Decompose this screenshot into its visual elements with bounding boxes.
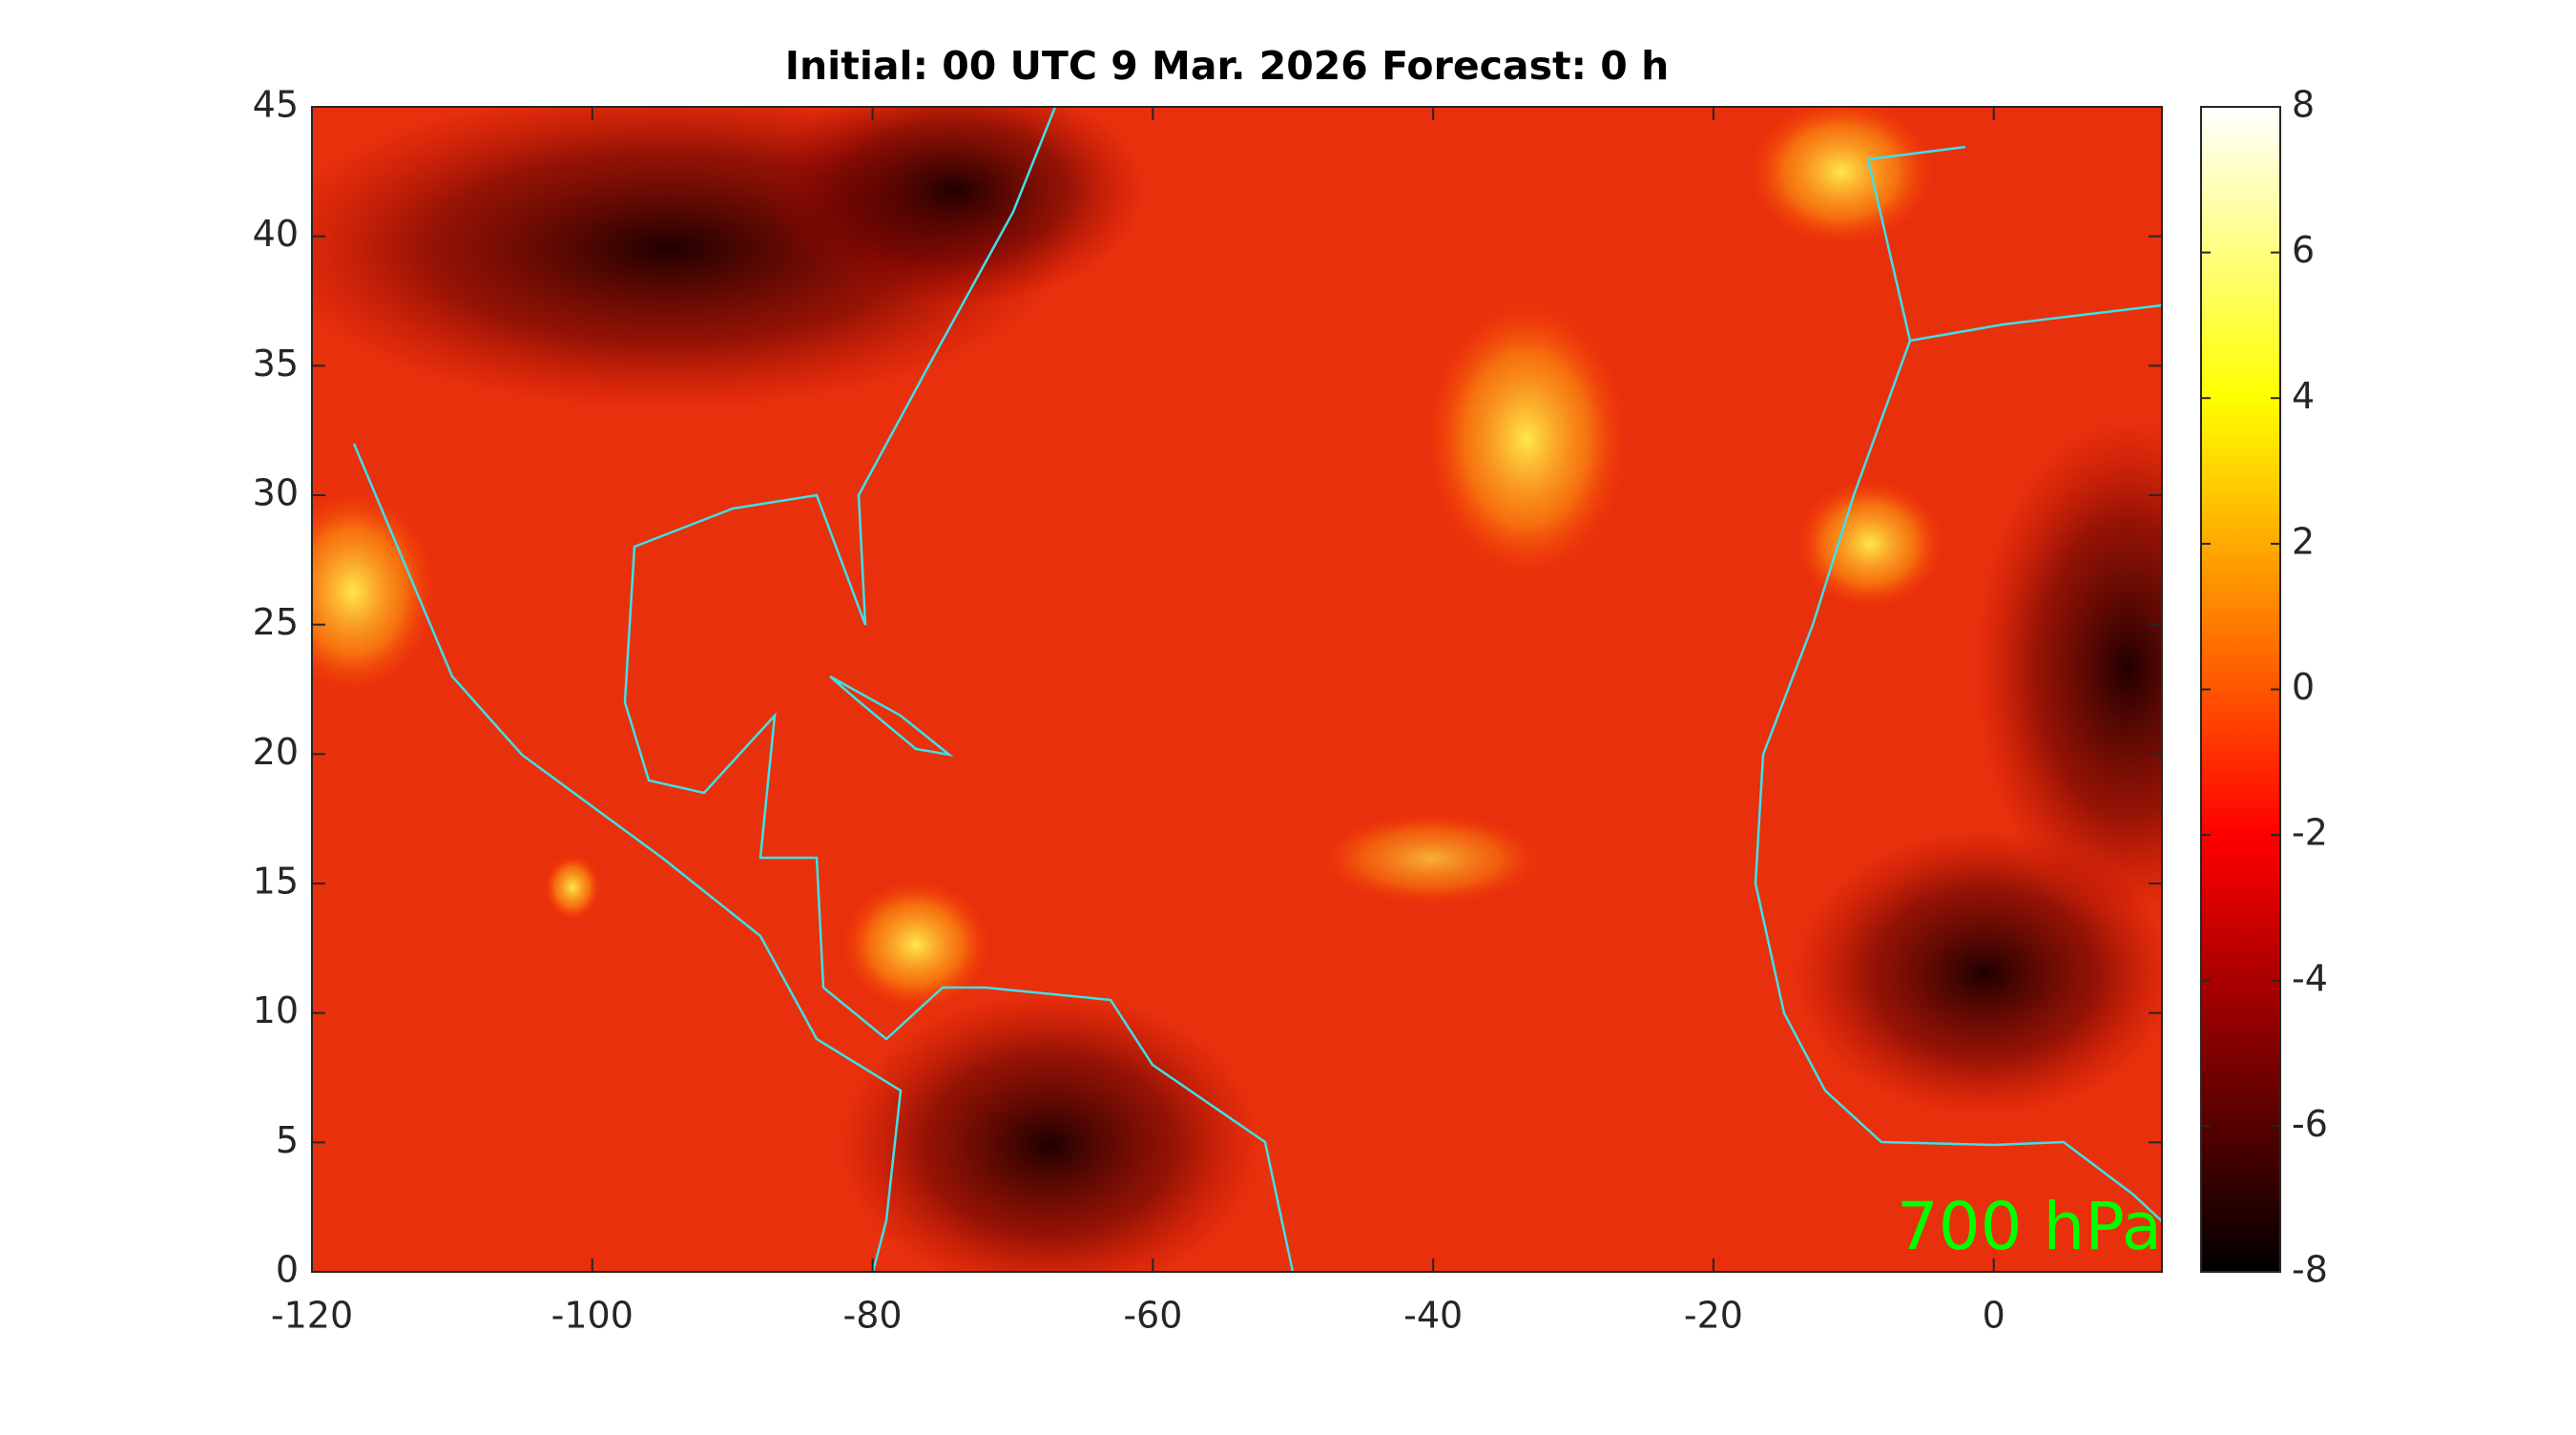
y-tick-label: 5 bbox=[276, 1119, 299, 1161]
chart-title: Initial: 00 UTC 9 Mar. 2026 Forecast: 0 … bbox=[785, 43, 1670, 89]
y-tick-label: 15 bbox=[253, 861, 299, 903]
x-tick-label: -120 bbox=[271, 1295, 353, 1337]
x-tick-label: -20 bbox=[1684, 1295, 1743, 1337]
y-tick-label: 35 bbox=[253, 343, 299, 385]
x-tick-label: -40 bbox=[1403, 1295, 1463, 1337]
colorbar-tick-label: 2 bbox=[2292, 520, 2315, 562]
colorbar-tick-label: 6 bbox=[2292, 229, 2315, 271]
colorbar-tick-label: -8 bbox=[2292, 1249, 2328, 1291]
colorbar-tick-label: -2 bbox=[2292, 812, 2328, 854]
colorbar-tick-label: 4 bbox=[2292, 375, 2315, 417]
colorbar-tick-label: 8 bbox=[2292, 84, 2315, 126]
y-tick-label: 45 bbox=[253, 84, 299, 126]
y-tick-label: 0 bbox=[276, 1249, 299, 1291]
x-tick-label: -100 bbox=[551, 1295, 634, 1337]
colorbar-tick-label: -6 bbox=[2292, 1103, 2328, 1145]
annotation: 700 hPa bbox=[1897, 1189, 2162, 1265]
heatmap-field bbox=[312, 107, 2162, 1272]
y-tick-label: 25 bbox=[253, 601, 299, 643]
colorbar-tick-label: -4 bbox=[2292, 957, 2328, 999]
plot-frame bbox=[311, 106, 2163, 1273]
y-tick-label: 30 bbox=[253, 472, 299, 514]
colorbar-tick-label: 0 bbox=[2292, 666, 2315, 708]
y-tick-label: 40 bbox=[253, 213, 299, 255]
x-tick-label: 0 bbox=[1983, 1295, 2005, 1337]
x-tick-label: -60 bbox=[1123, 1295, 1182, 1337]
y-tick-label: 20 bbox=[253, 731, 299, 773]
x-tick-label: -80 bbox=[843, 1295, 903, 1337]
y-tick-label: 10 bbox=[253, 989, 299, 1031]
colorbar bbox=[2200, 106, 2281, 1273]
